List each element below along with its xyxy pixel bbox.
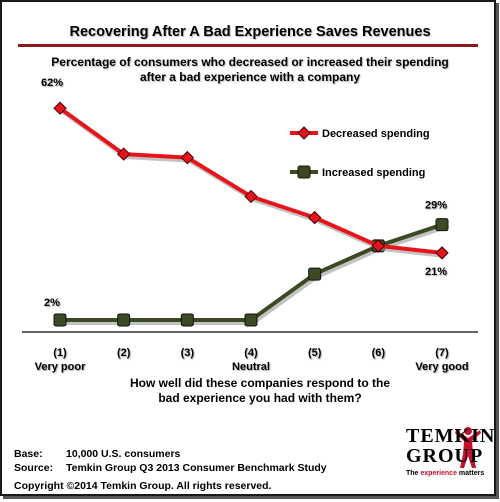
x-axis-title: How well did these companies respond to … <box>80 376 440 406</box>
subtitle-line-2: after a bad experience with a company <box>139 70 361 84</box>
series-line-increased <box>60 222 443 322</box>
legend-marker-increased <box>297 165 311 179</box>
x-tick-sublabel: Very good <box>415 361 468 373</box>
logo-wordmark: TEMKIN GROUP The experience matters <box>406 426 495 477</box>
legend-label: Decreased spending <box>322 128 430 140</box>
title-underline <box>18 44 478 47</box>
data-label: 62% <box>41 77 63 89</box>
logo-figure-icon <box>455 427 481 468</box>
footer-base-value: 10,000 U.S. consumers <box>66 448 181 460</box>
data-point-decreased <box>116 147 131 161</box>
logo-tagline: The experience matters <box>406 470 485 477</box>
data-point-increased <box>308 267 322 281</box>
footer-source: Source: Temkin Group Q3 2013 Consumer Ben… <box>14 462 327 475</box>
logo-line-2: GROUP <box>406 445 484 467</box>
footer-base: Base: 10,000 U.S. consumers <box>14 448 180 461</box>
x-tick-sublabel: Very poor <box>35 361 86 373</box>
footer-source-label: Source: <box>14 462 54 474</box>
x-axis-title-line-1: How well did these companies respond to … <box>129 376 391 390</box>
data-point-decreased <box>180 150 195 165</box>
chart-subtitle: Percentage of consumers who decreased or… <box>20 55 480 85</box>
data-label: 2% <box>44 297 60 309</box>
data-point-decreased <box>435 246 449 260</box>
footer-source-value: Temkin Group Q3 2013 Consumer Benchmark … <box>66 462 327 474</box>
data-point-decreased <box>307 210 322 225</box>
logo-line-1: TEMKIN <box>406 425 496 447</box>
chart-title: Recovering After A Bad Experience Saves … <box>69 24 431 40</box>
x-tick-label: (4) <box>244 347 258 359</box>
x-tick-label: (3) <box>181 347 195 359</box>
data-point-decreased <box>244 189 258 204</box>
legend-label: Increased spending <box>322 167 425 179</box>
x-tick-label: (1) <box>53 347 67 359</box>
data-point-decreased <box>371 239 386 253</box>
legend-marker-decreased <box>297 126 311 140</box>
data-label: 21% <box>425 266 447 278</box>
data-point-increased <box>244 313 258 327</box>
data-point-increased <box>117 313 131 327</box>
x-tick-label: (5) <box>308 347 322 359</box>
data-point-increased <box>180 313 194 327</box>
x-tick-label: (6) <box>372 347 386 359</box>
data-label: 29% <box>425 200 447 212</box>
x-tick-sublabel: Neutral <box>232 361 270 373</box>
subtitle-line-1: Percentage of consumers who decreased or… <box>51 55 449 69</box>
x-tick-label: (2) <box>117 347 131 359</box>
x-tick-label: (7) <box>435 347 449 359</box>
data-point-increased <box>53 313 67 327</box>
logo-mark <box>455 427 481 468</box>
x-axis-title-line-2: bad experience you had with them? <box>158 391 362 405</box>
data-point-increased <box>435 218 449 232</box>
temkin-group-logo: TEMKIN GROUP The experience matters <box>406 424 494 490</box>
data-point-decreased <box>53 101 67 115</box>
footer-base-label: Base: <box>14 448 43 460</box>
footer-copyright: Copyright ©2014 Temkin Group. All rights… <box>14 480 272 492</box>
